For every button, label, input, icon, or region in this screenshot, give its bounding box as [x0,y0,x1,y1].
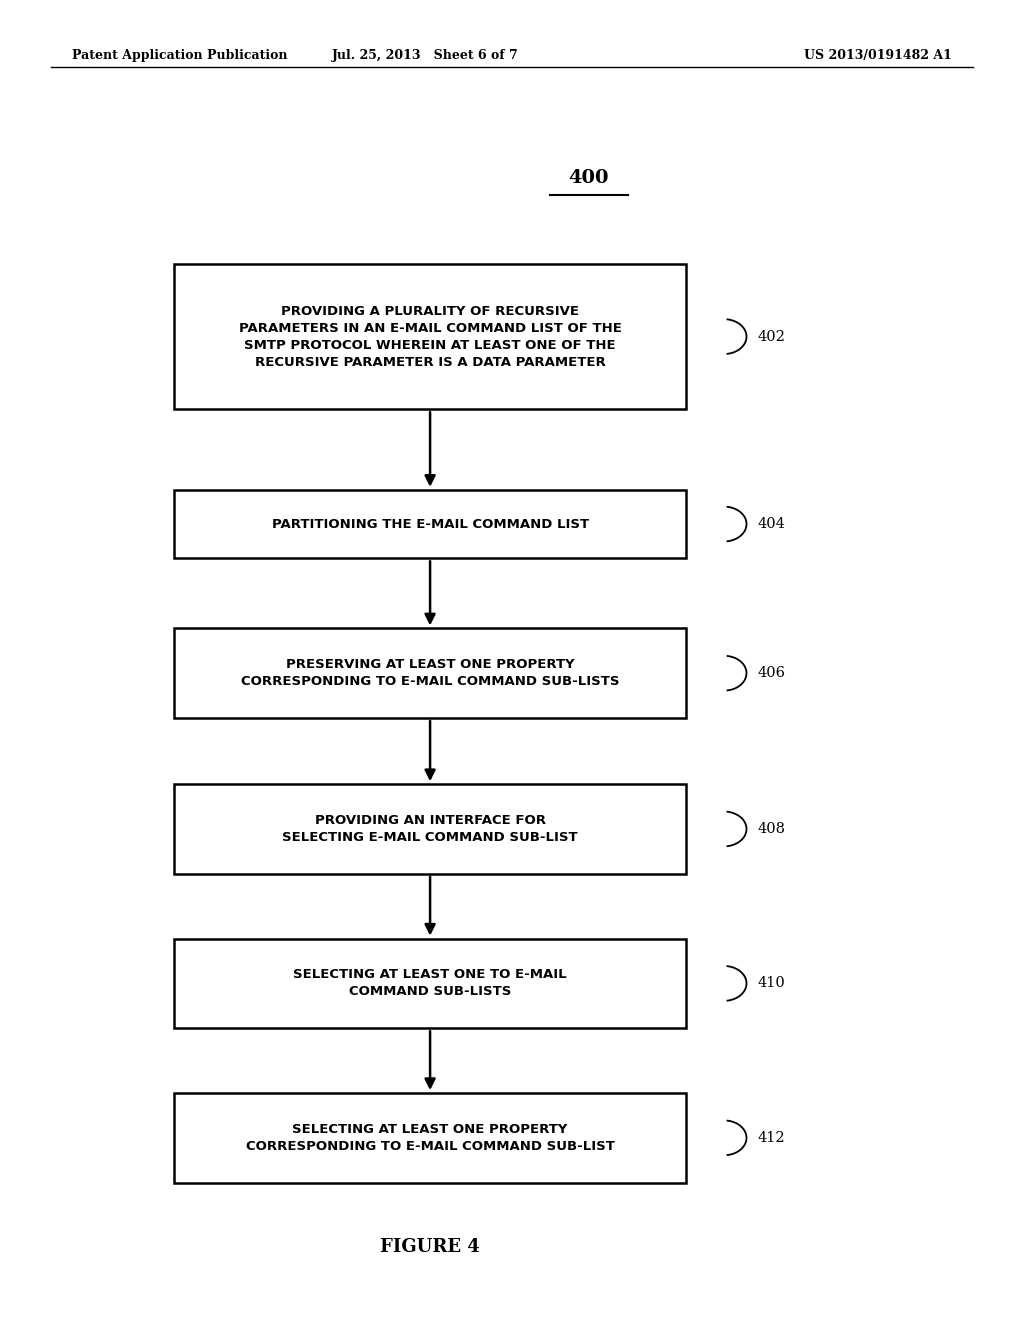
Bar [174,264,686,409]
Text: 406: 406 [758,667,785,680]
Text: PROVIDING A PLURALITY OF RECURSIVE
PARAMETERS IN AN E-MAIL COMMAND LIST OF THE
S: PROVIDING A PLURALITY OF RECURSIVE PARAM… [239,305,622,368]
Text: 412: 412 [758,1131,785,1144]
Bar [174,939,686,1028]
Text: 404: 404 [758,517,785,531]
Text: 408: 408 [758,822,785,836]
Text: SELECTING AT LEAST ONE PROPERTY
CORRESPONDING TO E-MAIL COMMAND SUB-LIST: SELECTING AT LEAST ONE PROPERTY CORRESPO… [246,1123,614,1152]
Text: 410: 410 [758,977,785,990]
Text: 402: 402 [758,330,785,343]
Text: PROVIDING AN INTERFACE FOR
SELECTING E-MAIL COMMAND SUB-LIST: PROVIDING AN INTERFACE FOR SELECTING E-M… [283,814,578,843]
Bar [174,1093,686,1183]
Bar [174,628,686,718]
Text: PRESERVING AT LEAST ONE PROPERTY
CORRESPONDING TO E-MAIL COMMAND SUB-LISTS: PRESERVING AT LEAST ONE PROPERTY CORRESP… [241,659,620,688]
Text: Patent Application Publication: Patent Application Publication [72,49,287,62]
Text: FIGURE 4: FIGURE 4 [380,1238,480,1257]
Bar [174,490,686,558]
Text: 400: 400 [568,169,609,187]
Bar [174,784,686,874]
Text: Jul. 25, 2013   Sheet 6 of 7: Jul. 25, 2013 Sheet 6 of 7 [332,49,518,62]
Text: US 2013/0191482 A1: US 2013/0191482 A1 [805,49,952,62]
Text: PARTITIONING THE E-MAIL COMMAND LIST: PARTITIONING THE E-MAIL COMMAND LIST [271,517,589,531]
Text: SELECTING AT LEAST ONE TO E-MAIL
COMMAND SUB-LISTS: SELECTING AT LEAST ONE TO E-MAIL COMMAND… [293,969,567,998]
